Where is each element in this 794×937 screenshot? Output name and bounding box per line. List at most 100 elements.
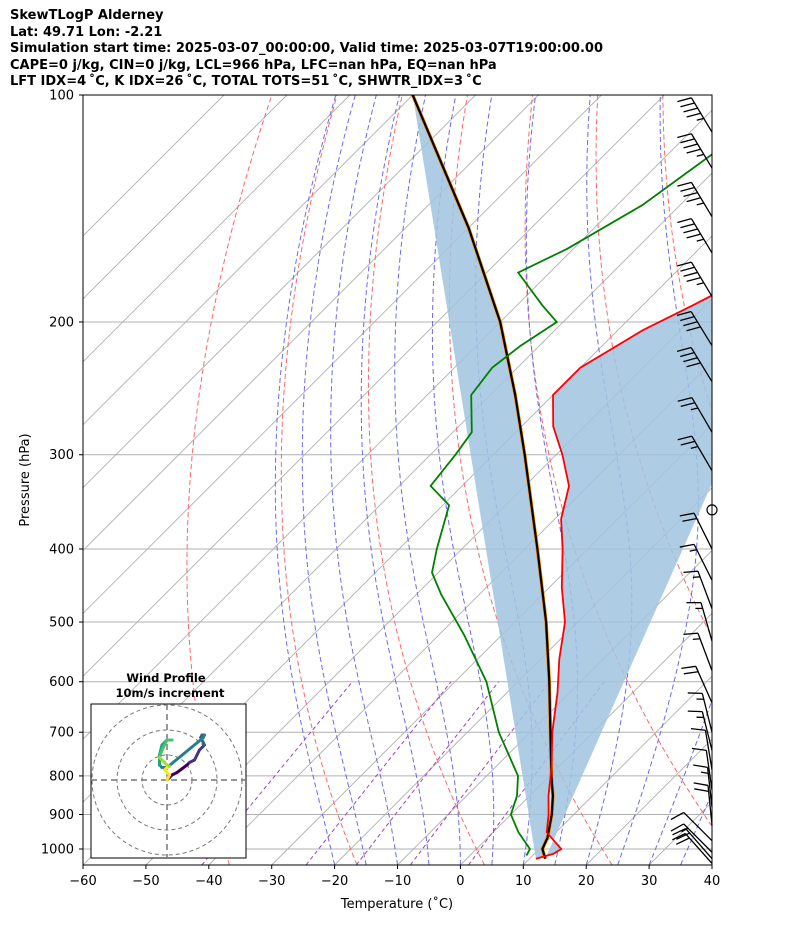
wind-barb (670, 823, 713, 853)
dry-adiabat-line (280, 95, 358, 865)
y-tick-label: 500 (49, 616, 74, 631)
isotherm-line (83, 95, 414, 426)
wind-barb (672, 827, 713, 860)
x-tick-label: −30 (258, 874, 285, 889)
hodograph-inset: Wind Profile 10m/s increment (90, 671, 247, 859)
station-title: SkewTLogP Alderney (10, 8, 164, 23)
wind-barb (677, 396, 713, 433)
wind-barb (683, 570, 713, 609)
moist-adiabat-line (648, 698, 712, 865)
hodograph-segment (165, 737, 204, 769)
hodograph-title: Wind Profile (126, 671, 206, 685)
wind-barb (677, 97, 713, 133)
mixing-ratio-line (355, 681, 500, 865)
wind-barb (676, 346, 713, 383)
isotherm-line (83, 95, 602, 615)
wind-barb (683, 632, 713, 671)
temperature-profile-line (535, 294, 712, 860)
dry-adiabat-line (186, 95, 273, 865)
y-tick-label: 1000 (41, 843, 74, 858)
x-tick-label: −10 (384, 874, 411, 889)
moist-adiabat-line (330, 95, 398, 865)
moist-adiabat-line (431, 95, 495, 865)
wind-barb (693, 764, 713, 808)
wind-barb (687, 710, 713, 751)
hodograph-plot (91, 704, 246, 858)
wind-barb (691, 747, 713, 791)
x-tick-label: 40 (704, 874, 721, 889)
moist-adiabat-line (301, 95, 367, 865)
wind-barb (677, 218, 713, 254)
wind-barb (687, 692, 713, 733)
wind-barb (670, 811, 713, 842)
mixing-ratio-line (409, 681, 550, 865)
wind-barb (693, 782, 713, 826)
dry-adiabat-line (728, 95, 794, 865)
moist-adiabat-line (274, 95, 337, 865)
stability-indices: LFT IDX=4 ˚C, K IDX=26 ˚C, TOTAL TOTS=51… (10, 74, 482, 89)
hodograph-subtitle: 10m/s increment (116, 686, 225, 700)
wind-barb (679, 512, 713, 550)
moist-adiabat-line (680, 791, 712, 865)
wind-barb (706, 504, 718, 516)
wind-barb (676, 310, 713, 346)
wind-barb (690, 727, 713, 770)
cin-shading (412, 95, 712, 859)
isotherm-line (83, 95, 288, 300)
isotherm-line (83, 95, 665, 677)
isotherm-line (711, 864, 712, 865)
wind-barb (677, 133, 713, 169)
isotherm-line (334, 486, 712, 865)
moist-adiabat-line (617, 95, 699, 865)
dry-adiabat-line (524, 95, 712, 828)
y-tick-label: 200 (49, 315, 74, 330)
x-tick-label: −20 (321, 874, 348, 889)
wind-barb (672, 832, 713, 864)
wind-barb (677, 435, 713, 472)
isotherm-line (83, 109, 712, 740)
x-tick-label: 20 (578, 874, 595, 889)
isotherm-line (83, 95, 225, 237)
x-tick-label: −50 (132, 874, 159, 889)
y-tick-label: 100 (49, 89, 74, 104)
moist-adiabat-line (360, 95, 430, 865)
x-tick-label: 10 (515, 874, 532, 889)
chart-header: SkewTLogP Alderney Lat: 49.71 Lon: -2.21… (10, 8, 603, 91)
hodograph-segment (165, 776, 170, 782)
convective-parameters: CAPE=0 j/kg, CIN=0 j/kg, LCL=966 hPa, LF… (10, 57, 497, 73)
isotherm-line (83, 95, 351, 363)
dewpoint-profile-line (429, 153, 712, 856)
y-tick-label: 400 (49, 542, 74, 557)
location-coords: Lat: 49.71 Lon: -2.21 (10, 24, 163, 40)
x-tick-label: 0 (456, 874, 464, 889)
wind-barb (677, 181, 713, 218)
x-tick-label: 30 (641, 874, 658, 889)
y-tick-label: 900 (49, 808, 74, 823)
isotherm-line (83, 95, 476, 489)
moist-adiabat-line (394, 95, 461, 865)
y-tick-label: 600 (49, 675, 74, 690)
wind-barb (679, 543, 713, 581)
isotherm-line (83, 95, 539, 552)
x-axis-label: Temperature (˚C) (340, 896, 453, 912)
x-tick-label: −60 (69, 874, 96, 889)
wind-barb (686, 601, 713, 642)
wind-barbs (670, 97, 718, 864)
moist-adiabat-line (711, 863, 712, 865)
y-tick-label: 300 (49, 448, 74, 463)
moist-adiabat-line (525, 95, 578, 865)
y-axis-label: Pressure (hPa) (18, 433, 33, 526)
parcel-profile-line (411, 95, 555, 860)
wind-barb (677, 261, 713, 297)
axes: −60 −50 −40 −30 −20 −10 0 10 20 30 40 100 200 300 400 5… (41, 89, 720, 890)
plot-area (83, 95, 794, 865)
x-tick-label: −40 (195, 874, 222, 889)
y-tick-label: 800 (49, 769, 74, 784)
wind-barb (681, 665, 713, 704)
isotherm-line (145, 298, 712, 865)
dry-adiabat-line (367, 95, 485, 865)
y-tick-label: 700 (49, 726, 74, 741)
simulation-times: Simulation start time: 2025-03-07_00:00:… (10, 41, 603, 56)
isotherm-line (523, 675, 712, 865)
